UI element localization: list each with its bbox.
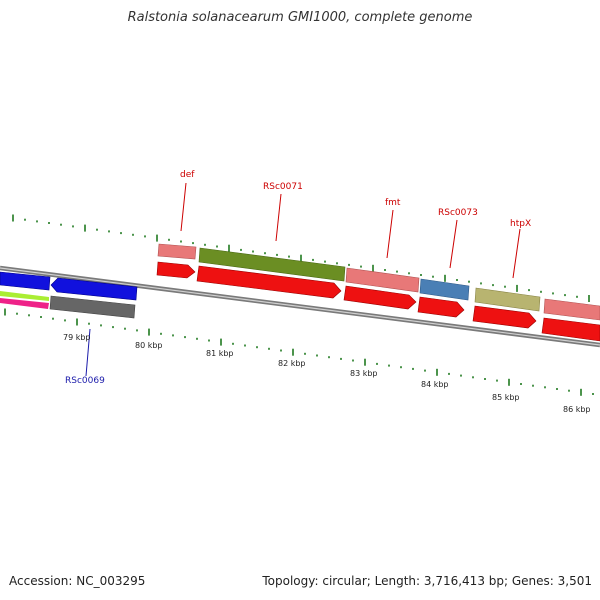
gene-rsc0073[interactable] (419, 278, 470, 301)
gene-rsc0069[interactable] (50, 277, 138, 301)
gene-fmt[interactable] (345, 267, 420, 293)
gene-htpx[interactable] (474, 287, 541, 312)
gene-label-rsc0071: RSc0071 (263, 182, 303, 192)
gene-def[interactable] (157, 243, 197, 260)
gene-left-magenta[interactable] (0, 298, 49, 309)
scale-label-85: 85 kbp (492, 393, 520, 402)
scale-label-79: 79 kbp (63, 333, 91, 342)
outer-tick-row (12, 214, 590, 302)
scale-labels: 79 kbp 80 kbp 81 kbp 82 kbp 83 kbp 84 kb… (63, 333, 591, 414)
label-leaders (85, 182, 521, 377)
gene-left-green[interactable] (0, 291, 49, 301)
gene-next[interactable] (543, 298, 600, 321)
genome-title: Ralstonia solanacearum GMI1000, complete… (127, 10, 473, 25)
scale-label-82: 82 kbp (278, 359, 306, 368)
gene-label-htpx: htpX (510, 219, 531, 229)
gene-labels: def RSc0071 fmt RSc0073 htpX RSc0069 (65, 170, 531, 386)
gene-rsc0071[interactable] (198, 247, 346, 282)
cds-rsc0071[interactable] (196, 265, 342, 299)
scale-label-84: 84 kbp (421, 380, 449, 389)
gene-label-rsc0069: RSc0069 (65, 376, 105, 386)
inner-tick-row (4, 308, 594, 396)
gene-label-fmt: fmt (385, 198, 401, 208)
cds-rsc0073[interactable] (417, 296, 465, 318)
cds-def[interactable] (156, 261, 196, 279)
cds-next[interactable] (541, 317, 600, 342)
scale-label-86: 86 kbp (563, 405, 591, 414)
cds-fmt[interactable] (343, 285, 417, 310)
scale-label-81: 81 kbp (206, 349, 234, 358)
scale-label-83: 83 kbp (350, 369, 378, 378)
genome-backbone (0, 265, 600, 348)
gene-label-def: def (180, 170, 195, 180)
cds-htpx[interactable] (472, 305, 537, 329)
gene-left-grey[interactable] (49, 295, 136, 319)
scale-label-80: 80 kbp (135, 341, 163, 350)
gene-left-blue-partial[interactable] (0, 271, 51, 291)
gene-label-rsc0073: RSc0073 (438, 208, 478, 218)
genome-summary-text: Topology: circular; Length: 3,716,413 bp… (262, 574, 592, 588)
accession-text: Accession: NC_003295 (9, 574, 146, 588)
